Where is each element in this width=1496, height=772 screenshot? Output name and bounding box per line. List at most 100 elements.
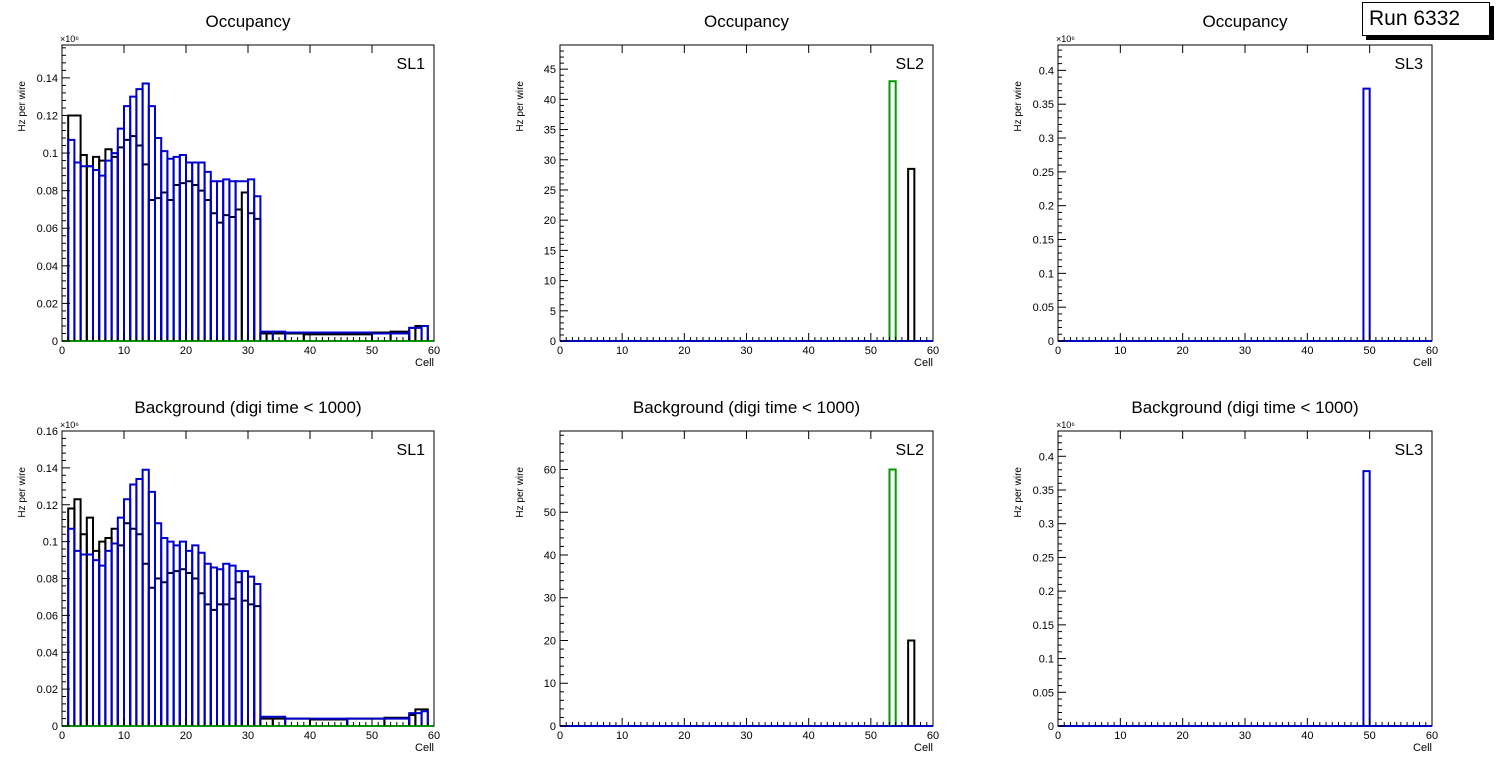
x-tick-label: 10 xyxy=(1114,345,1126,357)
y-tick-label: 0 xyxy=(550,336,556,348)
x-tick-label: 0 xyxy=(1055,730,1061,742)
histogram-panel-5: Background (digi time < 1000) 0 10 20 30 40 50… xyxy=(515,398,939,754)
x-tick-label: 20 xyxy=(678,345,690,357)
x-tick-label: 30 xyxy=(1239,345,1251,357)
chart-title: Occupancy xyxy=(704,12,790,31)
y-tick-label: 0.1 xyxy=(43,537,58,549)
superlayer-label: SL1 xyxy=(397,56,426,73)
y-tick-label: 45 xyxy=(544,64,556,76)
y-tick-label: 0.16 xyxy=(37,426,58,438)
x-tick-label: 60 xyxy=(428,730,440,742)
y-tick-label: 0 xyxy=(550,721,556,733)
y-tick-label: 0.1 xyxy=(1039,268,1054,280)
y-tick-label: 0.04 xyxy=(37,647,58,659)
y-tick-label: 40 xyxy=(544,550,556,562)
y-tick-label: 0.35 xyxy=(1033,485,1054,497)
histogram-bin-blue xyxy=(420,710,429,726)
x-axis-label: Cell xyxy=(415,357,434,369)
x-tick-label: 50 xyxy=(1364,345,1376,357)
y-tick-label: 50 xyxy=(544,507,556,519)
y-tick-label: 60 xyxy=(544,464,556,476)
x-tick-label: 40 xyxy=(304,345,316,357)
y-axis-label: Hz per wire xyxy=(1013,467,1024,518)
y-tick-label: 0.05 xyxy=(1033,302,1054,314)
x-axis-label: Cell xyxy=(415,742,434,754)
y-tick-label: 0.2 xyxy=(1039,586,1054,598)
y-axis-label: Hz per wire xyxy=(17,81,28,132)
y-tick-label: 0.25 xyxy=(1033,167,1054,179)
run-label-box: Run 6332 xyxy=(1362,2,1490,36)
x-tick-label: 10 xyxy=(616,730,628,742)
y-tick-label: 0 xyxy=(1048,721,1054,733)
x-tick-label: 20 xyxy=(678,730,690,742)
y-axis-exponent: ×10⁶ xyxy=(60,34,79,44)
y-tick-label: 0.25 xyxy=(1033,552,1054,564)
y-tick-label: 0.12 xyxy=(37,500,58,512)
x-tick-label: 60 xyxy=(927,345,939,357)
chart-title: Occupancy xyxy=(205,12,291,31)
plot-frame xyxy=(559,44,934,342)
x-tick-label: 30 xyxy=(1239,730,1251,742)
superlayer-label: SL2 xyxy=(896,442,925,459)
x-tick-label: 50 xyxy=(1364,730,1376,742)
x-axis-label: Cell xyxy=(1413,357,1432,369)
x-tick-label: 40 xyxy=(304,730,316,742)
x-tick-label: 0 xyxy=(1055,345,1061,357)
histogram-panel-4: Background (digi time < 1000) 0 10 20 30 40 50… xyxy=(17,398,440,754)
histogram-panel-6: Background (digi time < 1000) 0 10 20 30 40 50… xyxy=(1013,398,1438,754)
y-tick-label: 10 xyxy=(544,276,556,288)
y-tick-label: 0.02 xyxy=(37,684,58,696)
y-tick-label: 40 xyxy=(544,94,556,106)
y-tick-label: 0.14 xyxy=(37,73,58,85)
x-tick-label: 0 xyxy=(59,730,65,742)
x-axis-label: Cell xyxy=(914,742,933,754)
y-tick-label: 0 xyxy=(52,721,58,733)
y-tick-label: 10 xyxy=(544,678,556,690)
y-tick-label: 20 xyxy=(544,215,556,227)
y-axis-label: Hz per wire xyxy=(1013,81,1024,132)
x-tick-label: 40 xyxy=(803,345,815,357)
y-tick-label: 25 xyxy=(544,185,556,197)
x-tick-label: 60 xyxy=(927,730,939,742)
y-axis-exponent: ×10⁶ xyxy=(1056,420,1075,430)
y-tick-label: 0.4 xyxy=(1039,451,1054,463)
y-tick-label: 0.06 xyxy=(37,610,58,622)
chart-title: Background (digi time < 1000) xyxy=(134,398,361,417)
y-tick-label: 0.08 xyxy=(37,186,58,198)
x-tick-label: 10 xyxy=(1114,730,1126,742)
histogram-bin-blue xyxy=(253,195,262,341)
x-tick-label: 0 xyxy=(557,345,563,357)
y-axis-exponent: ×10⁶ xyxy=(1056,34,1075,44)
y-axis-label: Hz per wire xyxy=(515,81,526,132)
y-tick-label: 0 xyxy=(52,336,58,348)
x-tick-label: 10 xyxy=(118,730,130,742)
x-tick-label: 50 xyxy=(366,730,378,742)
x-tick-label: 30 xyxy=(740,730,752,742)
plot-frame xyxy=(559,430,934,727)
x-tick-label: 0 xyxy=(59,345,65,357)
x-tick-label: 0 xyxy=(557,730,563,742)
histogram-bin-black xyxy=(907,167,916,341)
superlayer-label: SL3 xyxy=(1395,442,1424,459)
x-tick-label: 10 xyxy=(616,345,628,357)
histogram-bin-green xyxy=(888,80,897,341)
superlayer-label: SL2 xyxy=(896,56,925,73)
x-tick-label: 40 xyxy=(1301,730,1313,742)
x-axis-label: Cell xyxy=(1413,742,1432,754)
y-tick-label: 20 xyxy=(544,635,556,647)
y-axis-exponent: ×10⁶ xyxy=(60,420,79,430)
chart-title: Background (digi time < 1000) xyxy=(1131,398,1358,417)
x-tick-label: 20 xyxy=(180,730,192,742)
y-tick-label: 0.1 xyxy=(43,148,58,160)
histogram-bin-blue xyxy=(1362,470,1371,726)
chart-title: Occupancy xyxy=(1202,12,1288,31)
histogram-bin-blue xyxy=(253,583,262,726)
x-tick-label: 30 xyxy=(242,730,254,742)
y-tick-label: 0.15 xyxy=(1033,620,1054,632)
y-tick-label: 0.3 xyxy=(1039,133,1054,145)
y-tick-label: 35 xyxy=(544,125,556,137)
